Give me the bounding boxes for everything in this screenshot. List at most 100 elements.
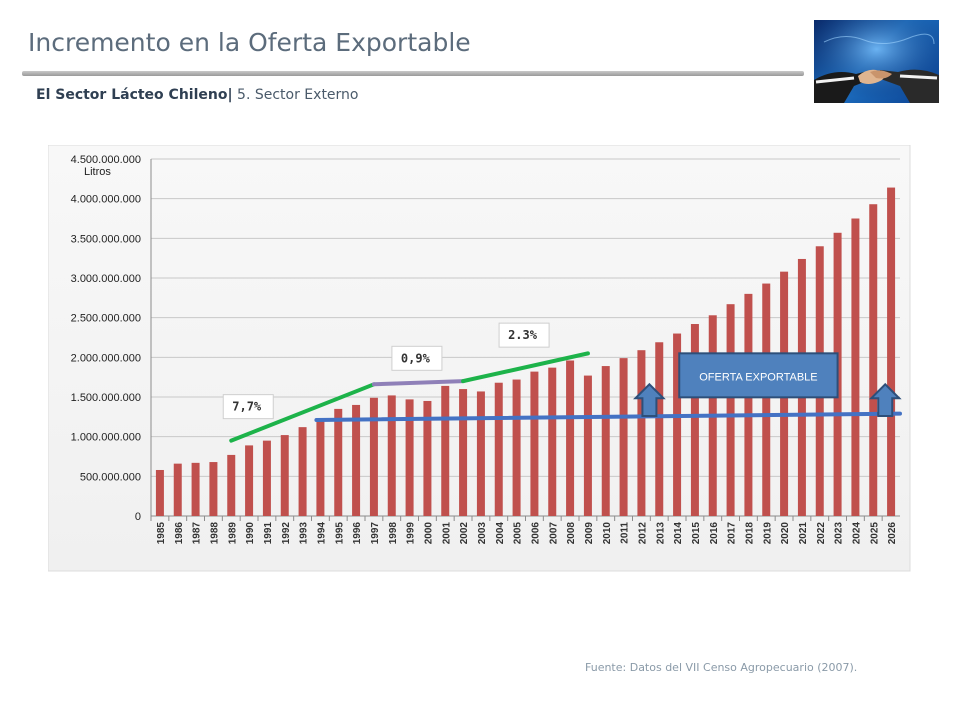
- bar: [869, 204, 878, 516]
- growth-label: 7,7%: [232, 400, 262, 414]
- bar: [619, 358, 628, 516]
- x-tick-label: 1994: [316, 522, 327, 545]
- x-tick-label: 2025: [869, 522, 880, 545]
- x-tick-label: 1996: [352, 522, 363, 545]
- x-tick-label: 2019: [762, 522, 773, 545]
- callout-label: OFERTA EXPORTABLE: [699, 371, 817, 383]
- x-tick-label: 1995: [334, 522, 345, 545]
- bar: [637, 350, 646, 516]
- page-title: Incremento en la Oferta Exportable: [28, 28, 471, 57]
- x-tick-label: 1989: [227, 522, 238, 545]
- y-tick-label: 2.000.000.000: [71, 352, 141, 364]
- x-tick-label: 2008: [566, 522, 577, 545]
- growth-label-box: [222, 394, 274, 420]
- bar: [245, 445, 254, 516]
- x-tick-label: 1985: [156, 522, 167, 545]
- x-tick-label: 2020: [780, 522, 791, 545]
- bar: [512, 379, 521, 516]
- bar: [369, 397, 378, 516]
- baseline-line: [314, 411, 902, 423]
- x-tick-label: 2017: [727, 522, 738, 545]
- x-tick-label: 1986: [174, 522, 185, 545]
- export-offer-chart: 0 500.000.000 1.000.000.000 1.500.000.000 2.…: [48, 145, 911, 572]
- growth-label-box: [498, 322, 550, 348]
- bar: [583, 375, 592, 516]
- x-tick-label: 2018: [744, 522, 755, 545]
- y-axis: 0 500.000.000 1.000.000.000 1.500.000.000 2.…: [71, 154, 141, 523]
- growth-trend-line: [461, 351, 590, 384]
- bar: [744, 293, 753, 516]
- bar: [316, 419, 325, 516]
- bar: [494, 382, 503, 516]
- bar: [352, 404, 361, 516]
- x-tick-label: 2005: [513, 522, 524, 545]
- bar: [227, 454, 236, 516]
- bar: [655, 342, 664, 516]
- x-tick-label: 1999: [406, 522, 417, 545]
- x-tick-label: 2009: [584, 522, 595, 545]
- bar: [280, 435, 289, 516]
- y-axis-label: Litros: [84, 166, 111, 178]
- x-tick-label: 2012: [637, 522, 648, 545]
- bar: [405, 399, 414, 516]
- bar: [673, 333, 682, 516]
- bar: [690, 324, 699, 516]
- bar: [459, 389, 468, 516]
- page-subtitle: El Sector Lácteo Chileno| 5. Sector Exte…: [36, 87, 359, 103]
- x-tick-label: 1991: [263, 522, 274, 545]
- up-arrow-icon: [633, 382, 666, 417]
- bar: [387, 395, 396, 516]
- bar: [334, 408, 343, 516]
- growth-label: 0,9%: [401, 351, 431, 365]
- growth-label-box: [391, 345, 443, 371]
- bar: [548, 367, 557, 516]
- annotations: 7,7% 0,9% 2.3% OFERTA EXPORTABLE: [222, 322, 902, 443]
- bar: [530, 371, 539, 516]
- up-arrow-icon: [868, 382, 902, 417]
- x-tick-label: 1987: [192, 522, 203, 545]
- growth-trend-line: [371, 379, 466, 387]
- x-tick-label: 2026: [887, 522, 898, 545]
- bar: [298, 427, 307, 516]
- x-tick-label: 1992: [281, 522, 292, 545]
- y-tick-label: 1.500.000.000: [71, 392, 141, 404]
- x-tick-label: 2003: [477, 522, 488, 545]
- callout-box: [678, 352, 839, 399]
- x-tick-label: 1990: [245, 522, 256, 545]
- x-tick-label: 2021: [798, 522, 809, 545]
- x-tick-label: 2001: [441, 522, 452, 545]
- y-tick-label: 500.000.000: [80, 471, 141, 483]
- y-tick-label: 4.500.000.000: [71, 154, 141, 166]
- bar: [762, 283, 771, 516]
- growth-label: 2.3%: [508, 328, 538, 342]
- bar: [209, 462, 218, 516]
- x-tick-label: 2014: [673, 522, 684, 545]
- x-tick-label: 2015: [691, 522, 702, 545]
- x-tick-label: 2013: [655, 522, 666, 545]
- bar: [262, 440, 271, 516]
- x-tick-label: 2006: [530, 522, 541, 545]
- handshake-photo: [814, 20, 939, 103]
- x-tick-label: 1998: [388, 522, 399, 545]
- x-tick-label: 2023: [834, 522, 845, 545]
- growth-trend-line: [229, 382, 376, 443]
- bar: [423, 400, 432, 516]
- y-tick-label: 2.500.000.000: [71, 313, 141, 325]
- y-tick-label: 4.000.000.000: [71, 194, 141, 206]
- bar: [191, 462, 200, 516]
- x-tick-label: 2007: [548, 522, 559, 545]
- subtitle-section: 5. Sector Externo: [232, 87, 359, 103]
- y-tick-label: 0: [135, 511, 141, 523]
- bar: [173, 463, 182, 516]
- bar: [441, 385, 450, 516]
- bar: [155, 469, 164, 516]
- bar: [851, 218, 860, 516]
- x-tick-label: 2024: [851, 522, 862, 545]
- x-axis: 1985 1986 1987 1988 1989 1990 1991 1992 1993 1994…: [150, 516, 898, 545]
- x-tick-label: 2010: [602, 522, 613, 545]
- title-divider: [22, 71, 804, 76]
- bar: [887, 187, 896, 516]
- bar: [476, 391, 485, 516]
- x-tick-label: 2002: [459, 522, 470, 545]
- x-tick-label: 1997: [370, 522, 381, 545]
